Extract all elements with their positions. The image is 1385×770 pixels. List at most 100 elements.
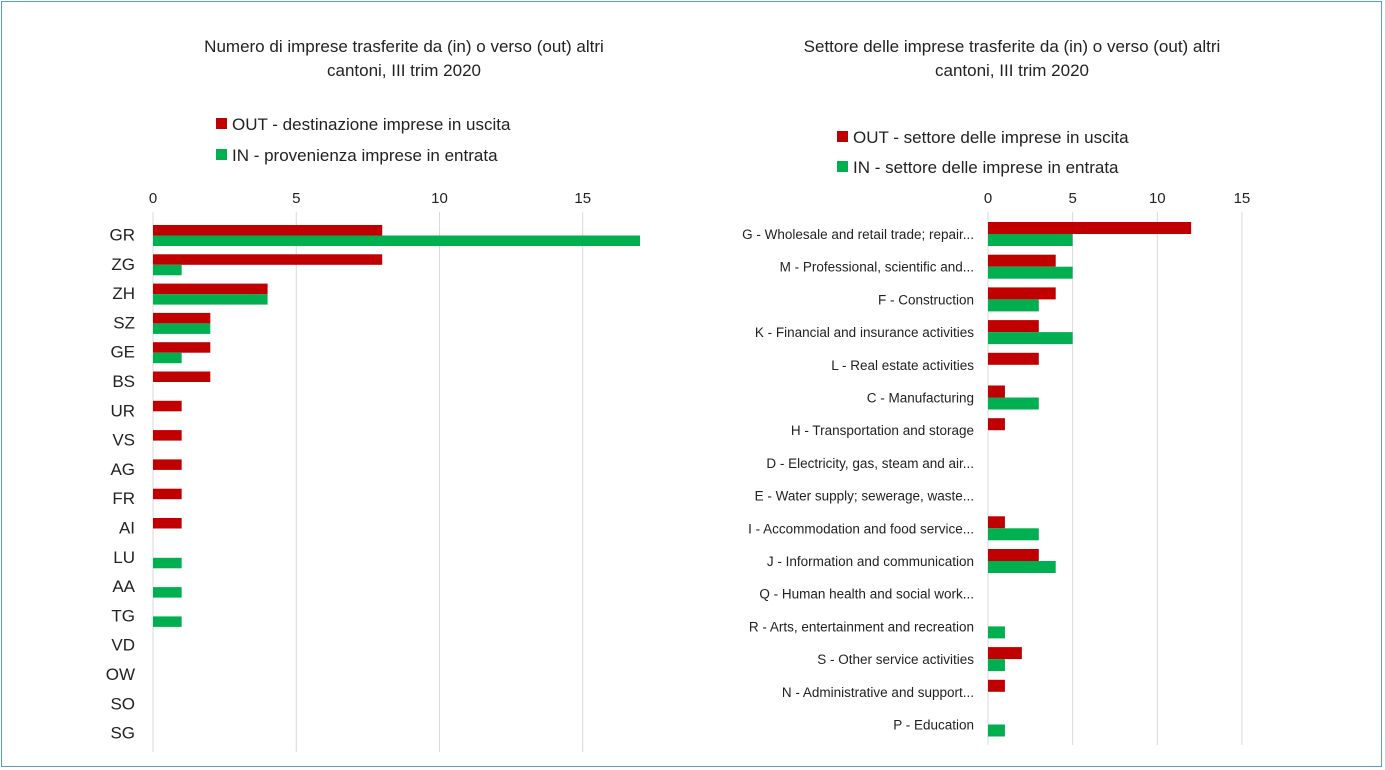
legend-in-label: IN - settore delle imprese in entrata	[853, 158, 1119, 177]
right-category-label: Q - Human health and social work...	[759, 587, 974, 602]
right-chart-title-line1: Settore delle imprese trasferite da (in)…	[804, 37, 1221, 56]
left-gridlines	[152, 212, 584, 752]
left-category-label: GR	[110, 226, 136, 245]
left-category-label: AG	[110, 460, 135, 479]
left-chart-title-line2: cantoni, III trim 2020	[327, 61, 481, 80]
left-bar-in	[153, 352, 182, 364]
right-category-label: G - Wholesale and retail trade; repair..…	[742, 227, 974, 242]
legend-out-label: OUT - settore delle imprese in uscita	[853, 128, 1129, 147]
left-bar-in	[153, 557, 182, 569]
right-x-ticks: 0 5 10 15	[984, 190, 1250, 207]
left-category-label: OW	[106, 665, 135, 684]
right-chart-title-line2: cantoni, III trim 2020	[935, 61, 1089, 80]
left-category-label: ZG	[111, 255, 135, 274]
left-category-label: UR	[110, 401, 135, 420]
left-x-ticks: 0 5 10 15	[149, 190, 591, 207]
right-category-label: S - Other service activities	[817, 652, 974, 667]
left-bar-in	[153, 264, 182, 276]
right-bar-in	[988, 528, 1039, 541]
left-bar-out	[153, 518, 182, 529]
right-category-label: N - Administrative and support...	[782, 685, 974, 700]
right-bar-in	[988, 299, 1039, 312]
right-bar-out	[988, 679, 1005, 692]
left-x-tick-label: 10	[431, 190, 448, 207]
right-category-label: I - Accommodation and food service...	[748, 521, 974, 536]
right-bar-out	[988, 320, 1039, 333]
right-x-tick-label: 15	[1234, 190, 1251, 207]
left-category-label: LU	[113, 548, 135, 567]
left-category-label: SO	[110, 694, 135, 713]
right-category-label: R - Arts, entertainment and recreation	[749, 619, 974, 634]
legend-in-swatch	[837, 161, 848, 172]
right-bar-out	[988, 647, 1022, 660]
right-x-tick-label: 5	[1068, 190, 1076, 207]
left-bar-out	[153, 312, 211, 324]
left-category-label: TG	[111, 606, 135, 625]
left-category-label: SG	[110, 724, 135, 743]
left-category-label: ZH	[112, 284, 135, 303]
right-bar-in	[988, 724, 1005, 737]
right-bar-out	[988, 254, 1056, 267]
right-category-label: C - Manufacturing	[867, 391, 974, 406]
right-bar-in	[988, 561, 1056, 573]
left-x-tick-label: 5	[292, 190, 300, 207]
legend-in-label: IN - provenienza imprese in entrata	[232, 146, 498, 165]
right-bar-in	[988, 659, 1005, 672]
legend-out-label: OUT - destinazione imprese in uscita	[232, 115, 511, 134]
right-bar-out	[988, 549, 1039, 561]
right-bar-in	[988, 397, 1039, 410]
right-x-tick-label: 0	[984, 190, 992, 207]
right-bar-out	[988, 418, 1005, 431]
left-bar-out	[153, 488, 182, 500]
left-category-label: VS	[112, 431, 135, 450]
right-bar-in	[988, 626, 1005, 639]
left-category-label: AA	[112, 577, 135, 596]
left-category-labels: GR ZG ZH SZ GE BS UR VS AG FR AI LU AA TG VD OW SO SG	[106, 226, 136, 743]
left-category-label: BS	[112, 372, 135, 391]
right-category-label: J - Information and communication	[767, 554, 974, 569]
left-x-tick-label: 15	[574, 190, 591, 207]
right-bar-in	[988, 266, 1073, 279]
left-x-tick-label: 0	[149, 190, 157, 207]
left-bars	[153, 225, 641, 627]
left-category-label: VD	[111, 636, 135, 655]
right-bar-out	[988, 352, 1039, 365]
left-bar-in	[153, 294, 268, 305]
right-category-labels: G - Wholesale and retail trade; repair..…	[742, 227, 974, 733]
right-category-label: H - Transportation and storage	[791, 423, 974, 438]
right-bar-out	[988, 516, 1005, 529]
legend-out-swatch	[216, 118, 227, 129]
right-bar-out	[988, 385, 1005, 398]
left-bar-in	[153, 323, 211, 334]
right-bar-in	[988, 332, 1073, 345]
left-category-label: AI	[119, 519, 135, 538]
left-category-label: SZ	[113, 313, 135, 332]
left-bar-out	[153, 225, 383, 236]
left-bar-in	[153, 235, 641, 246]
right-bar-in	[988, 234, 1073, 246]
right-chart: Settore delle imprese trasferite da (in)…	[742, 37, 1250, 745]
right-bar-out	[988, 222, 1192, 234]
right-bars	[988, 222, 1192, 737]
legend-in-swatch	[216, 149, 227, 160]
legend-out-swatch	[837, 131, 848, 142]
left-bar-out	[153, 459, 182, 470]
left-bar-out	[153, 371, 211, 382]
left-bar-out	[153, 254, 383, 265]
left-bar-out	[153, 430, 182, 441]
left-bar-out	[153, 400, 182, 412]
right-category-label: L - Real estate activities	[831, 358, 974, 373]
left-bar-out	[153, 342, 211, 353]
left-category-label: GE	[110, 343, 135, 362]
right-category-label: K - Financial and insurance activities	[755, 325, 974, 340]
right-bar-out	[988, 287, 1056, 300]
right-category-label: P - Education	[893, 718, 974, 733]
left-bar-in	[153, 616, 182, 627]
left-bar-in	[153, 587, 182, 598]
right-category-label: D - Electricity, gas, steam and air...	[766, 456, 974, 471]
right-category-label: F - Construction	[878, 292, 974, 307]
right-category-label: M - Professional, scientific and...	[780, 260, 974, 275]
right-category-label: E - Water supply; sewerage, waste...	[755, 489, 974, 504]
